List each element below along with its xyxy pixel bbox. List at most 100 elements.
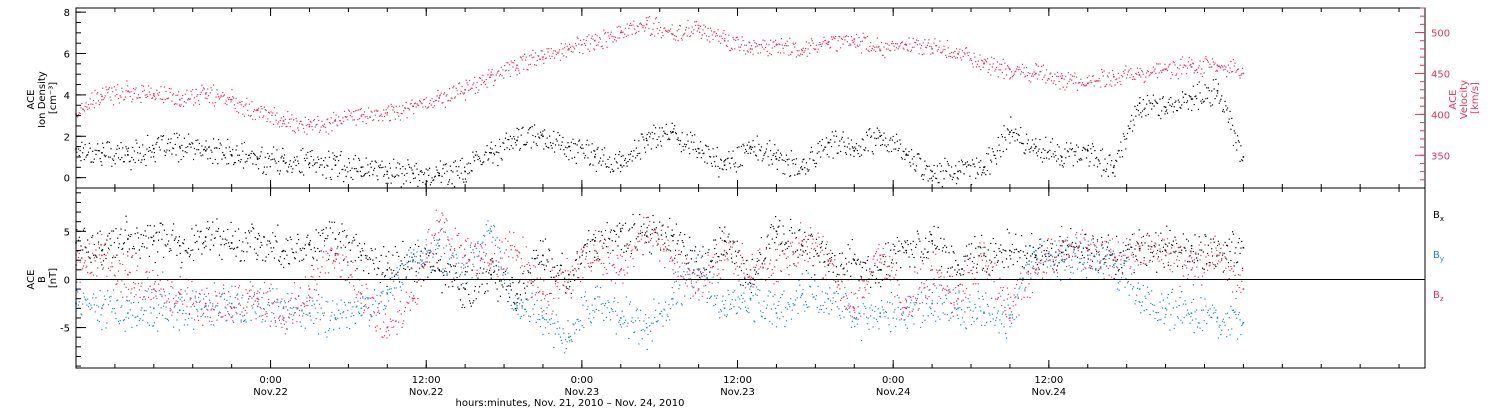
data-point [236, 145, 238, 147]
data-point [1036, 155, 1039, 157]
data-point [758, 143, 760, 146]
data-point [866, 35, 868, 38]
data-point [543, 148, 545, 150]
data-point [89, 98, 91, 100]
data-point [1029, 151, 1031, 153]
data-point [392, 294, 394, 296]
data-point [102, 99, 105, 101]
data-point [324, 126, 326, 129]
data-point [479, 77, 482, 79]
data-point [895, 148, 897, 150]
data-point [696, 156, 698, 159]
data-point [652, 138, 654, 140]
data-point [552, 266, 554, 268]
data-point [268, 111, 270, 113]
data-point [262, 314, 264, 317]
data-point [812, 159, 814, 161]
data-point [143, 246, 145, 248]
data-point [433, 176, 436, 178]
data-point [320, 157, 322, 159]
data-point [97, 91, 99, 94]
data-point [1011, 76, 1014, 78]
data-point [692, 271, 694, 274]
data-point [1155, 101, 1157, 103]
data-point [362, 121, 364, 123]
data-point [198, 301, 201, 303]
data-point [915, 165, 918, 167]
data-point [852, 147, 854, 149]
data-point [855, 143, 858, 145]
data-point [1039, 138, 1041, 141]
data-point [607, 158, 609, 161]
data-point [881, 279, 883, 281]
data-point [256, 109, 259, 112]
data-point [83, 110, 85, 112]
data-point [443, 172, 446, 174]
data-point [92, 235, 94, 237]
data-point [972, 266, 974, 268]
data-point [502, 286, 504, 288]
data-point [624, 222, 627, 224]
data-point [886, 43, 888, 45]
data-point [508, 293, 510, 295]
data-point [951, 266, 953, 268]
data-point [544, 269, 546, 271]
data-point [1025, 149, 1027, 151]
data-point [309, 315, 311, 317]
data-point [824, 260, 826, 263]
data-point [985, 152, 988, 155]
data-point [519, 149, 521, 151]
data-point [458, 177, 461, 179]
data-point [364, 254, 366, 257]
data-point [334, 164, 337, 167]
data-point [1158, 72, 1160, 74]
data-point [542, 58, 544, 60]
data-point [378, 166, 381, 169]
data-point [747, 152, 749, 154]
data-point [1127, 244, 1129, 246]
data-point [360, 175, 362, 177]
data-point [182, 150, 184, 152]
data-point [1083, 147, 1085, 149]
data-point [358, 256, 360, 259]
data-point [222, 238, 224, 240]
data-point [949, 275, 951, 277]
data-point [835, 130, 837, 132]
data-point [180, 158, 182, 161]
data-point [378, 260, 381, 263]
data-point [818, 44, 820, 46]
data-point [573, 274, 575, 276]
data-point [182, 312, 184, 315]
data-point [412, 172, 414, 174]
data-point [1203, 72, 1205, 74]
data-point [168, 150, 170, 152]
data-point [560, 264, 562, 267]
data-point [448, 271, 451, 273]
data-point [880, 286, 882, 288]
data-point [883, 46, 885, 48]
data-point [193, 147, 196, 150]
data-point [167, 142, 169, 145]
data-point [541, 50, 543, 52]
data-point [215, 96, 217, 98]
data-point [479, 260, 482, 262]
data-point [629, 153, 632, 155]
data-point [826, 253, 828, 255]
data-point [724, 38, 726, 40]
data-point [104, 243, 106, 246]
data-point [98, 320, 100, 323]
data-point [1228, 238, 1230, 240]
velocity-tick-label: 400 [1431, 110, 1450, 121]
data-point [1217, 83, 1219, 85]
data-point [1116, 78, 1118, 80]
data-point [490, 74, 492, 76]
data-point [223, 154, 226, 156]
data-point [215, 230, 217, 232]
data-point [115, 317, 117, 320]
data-point [1198, 65, 1200, 67]
data-point [1119, 80, 1121, 83]
data-point [499, 251, 502, 253]
data-point [890, 249, 892, 251]
data-point [1117, 72, 1119, 74]
data-point [1183, 64, 1185, 66]
